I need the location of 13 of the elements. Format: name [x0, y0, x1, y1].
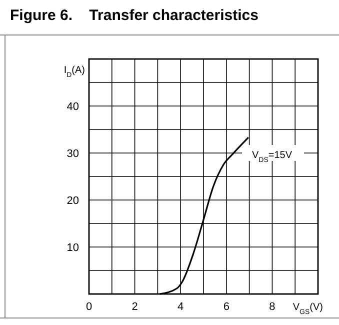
x-tick-label: 0 [86, 301, 92, 313]
y-tick-label: 30 [66, 148, 79, 160]
chart-title: Figure 6. Transfer characteristics [10, 7, 258, 24]
x-tick-label: 8 [269, 301, 276, 313]
x-axis-title: V$_{GS}$(V) [292, 302, 323, 316]
x-tick-label: 6 [223, 301, 230, 313]
y-tick-label: 20 [66, 195, 79, 207]
y-tick-label: 10 [66, 242, 79, 254]
x-tick-label: 2 [132, 301, 138, 313]
annotation: V$_{DS}$=15V [252, 150, 292, 164]
y-axis-title: I$_{D}$(A) [64, 65, 85, 78]
x-tick-label: 4 [178, 301, 184, 313]
y-tick-label: 40 [66, 101, 79, 113]
